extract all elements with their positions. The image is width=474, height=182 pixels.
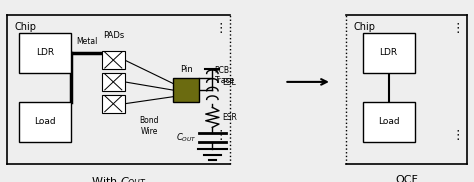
Text: Load: Load	[34, 117, 56, 126]
Text: Chip: Chip	[14, 22, 36, 32]
Text: Load: Load	[378, 117, 400, 126]
FancyBboxPatch shape	[19, 33, 71, 73]
FancyBboxPatch shape	[173, 78, 199, 102]
Text: ESL: ESL	[222, 78, 236, 87]
Text: $C_{OUT}$: $C_{OUT}$	[176, 131, 197, 144]
Text: OCF: OCF	[395, 175, 418, 182]
Text: Bond
Wire: Bond Wire	[139, 116, 159, 136]
Text: ⋮: ⋮	[214, 129, 227, 142]
Text: Pin: Pin	[180, 65, 192, 74]
FancyBboxPatch shape	[363, 33, 415, 73]
Text: ⋮: ⋮	[214, 22, 227, 35]
Text: Chip: Chip	[353, 22, 375, 32]
Text: Metal: Metal	[76, 37, 97, 46]
FancyBboxPatch shape	[102, 95, 125, 113]
Text: ⋮: ⋮	[451, 129, 464, 142]
FancyBboxPatch shape	[363, 102, 415, 142]
Text: LDR: LDR	[380, 48, 398, 57]
Text: ESR: ESR	[222, 113, 237, 122]
FancyBboxPatch shape	[102, 73, 125, 91]
Text: With $C_{OUT}$: With $C_{OUT}$	[91, 175, 146, 182]
Text: PADs: PADs	[103, 31, 124, 40]
Text: PCB
Trace: PCB Trace	[215, 66, 235, 85]
Text: ⋮: ⋮	[451, 22, 464, 35]
Text: LDR: LDR	[36, 48, 54, 57]
FancyBboxPatch shape	[102, 51, 125, 69]
FancyBboxPatch shape	[19, 102, 71, 142]
